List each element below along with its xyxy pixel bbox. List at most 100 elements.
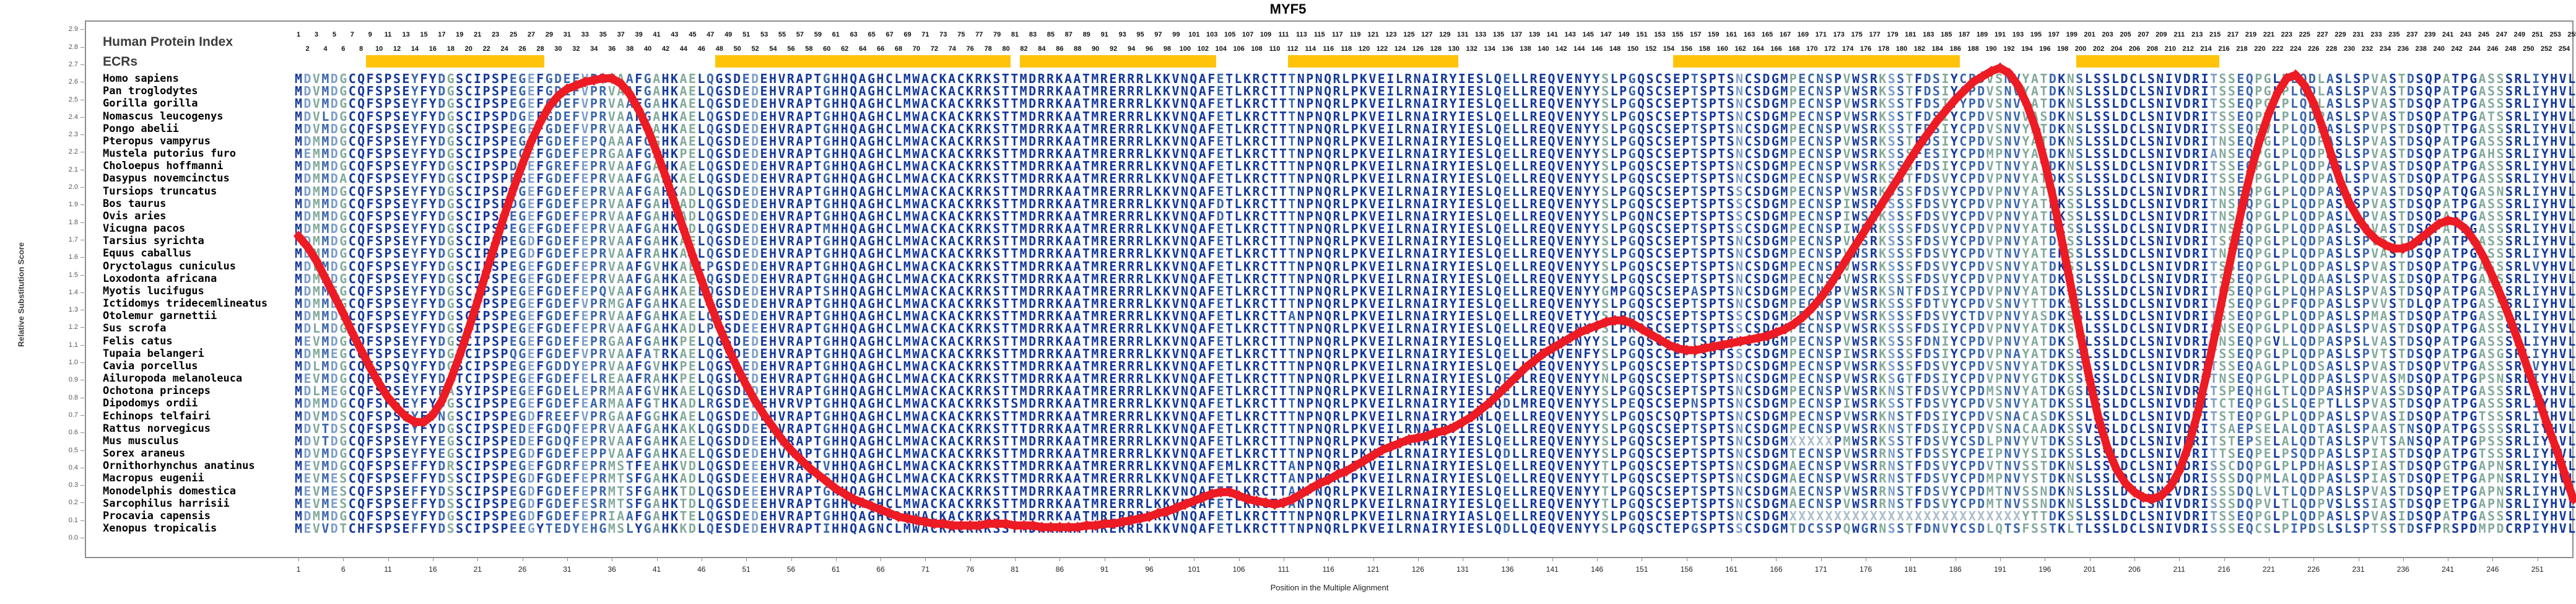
sequence-cell: I	[1386, 146, 1395, 161]
sequence-cell: D	[2120, 108, 2128, 124]
sequence-cell: A	[2380, 96, 2388, 112]
sequence-cell: E	[2237, 196, 2245, 211]
sequence-cell: S	[2040, 108, 2048, 124]
sequence-cell: R	[1127, 171, 1135, 186]
protein-index-number: 147	[1600, 31, 1612, 38]
sequence-cell: N	[1297, 246, 1305, 261]
sequence-cell: H	[2550, 121, 2558, 136]
sequence-cell: Q	[850, 208, 858, 224]
sequence-cell: I	[1431, 283, 1439, 299]
sequence-cell: I	[1458, 159, 1466, 174]
sequence-cell: M	[1019, 96, 1027, 112]
sequence-cell: T	[814, 196, 822, 211]
protein-index-number: 252	[2541, 45, 2552, 53]
sequence-cell: S	[1887, 196, 1895, 211]
sequence-cell: K	[965, 258, 973, 274]
sequence-cell: Q	[706, 108, 714, 124]
sequence-cell: E	[688, 258, 696, 274]
sequence-cell: P	[2317, 221, 2325, 236]
sequence-cell: T	[814, 258, 822, 274]
sequence-cell: D	[2120, 146, 2128, 161]
sequence-cell: G	[446, 208, 455, 224]
sequence-cell: A	[653, 221, 661, 236]
sequence-cell: G	[1771, 171, 1779, 186]
sequence-cell: E	[742, 183, 750, 199]
sequence-cell: C	[957, 208, 965, 224]
sequence-cell: L	[894, 234, 902, 249]
sequence-cell: M	[1019, 234, 1027, 249]
sequence-cell: G	[2469, 271, 2478, 286]
sequence-cell: P	[1968, 121, 1976, 136]
sequence-cell: K	[1243, 171, 1251, 186]
human-protein-index-label: Human Protein Index	[103, 35, 233, 49]
sequence-cell: D	[2406, 196, 2414, 211]
protein-index-number: 204	[2110, 45, 2123, 53]
sequence-cell: G	[822, 71, 830, 86]
sequence-cell: S	[1905, 208, 1913, 224]
protein-index-number: 159	[1708, 31, 1720, 38]
sequence-cell: G	[1771, 146, 1779, 161]
sequence-cell: P	[2460, 146, 2468, 161]
sequence-cell: M	[903, 121, 911, 136]
sequence-cell: P	[804, 183, 812, 199]
sequence-cell: T	[1270, 271, 1278, 286]
sequence-cell: D	[2406, 84, 2414, 99]
sequence-cell: T	[1001, 196, 1009, 211]
sequence-cell: E	[688, 234, 696, 249]
sequence-cell: C	[1744, 96, 1752, 112]
sequence-cell: N	[2156, 221, 2164, 236]
sequence-cell: L	[697, 171, 705, 186]
sequence-cell: R	[1037, 283, 1045, 299]
sequence-cell: L	[2568, 108, 2576, 124]
sequence-cell: I	[2165, 121, 2173, 136]
sequence-cell: V	[1556, 258, 1564, 274]
sequence-cell: T	[2398, 208, 2406, 224]
sequence-cell: E	[509, 271, 517, 286]
sequence-cell: K	[1162, 159, 1170, 174]
sequence-cell: P	[482, 296, 490, 312]
sequence-cell: Q	[1494, 171, 1502, 186]
sequence-cell: R	[1869, 246, 1878, 261]
sequence-cell: P	[590, 246, 598, 261]
sequence-cell: S	[2416, 84, 2424, 99]
sequence-cell: S	[1700, 108, 1708, 124]
sequence-cell: Q	[1190, 234, 1198, 249]
sequence-cell: G	[822, 208, 830, 224]
sequence-cell: L	[2084, 221, 2092, 236]
sequence-cell: C	[1744, 196, 1752, 211]
sequence-cell: A	[1064, 84, 1072, 99]
sequence-cell: E	[509, 171, 517, 186]
sequence-cell: S	[2335, 246, 2343, 261]
sequence-cell: Q	[2424, 183, 2432, 199]
sequence-cell: G	[446, 221, 455, 236]
sequence-cell: C	[885, 146, 893, 161]
sequence-cell: V	[1941, 196, 1949, 211]
sequence-cell: R	[1037, 271, 1045, 286]
sequence-cell: L	[1145, 208, 1153, 224]
sequence-cell: Y	[2541, 246, 2549, 261]
y-tick-mark	[80, 29, 84, 30]
sequence-cell: S	[2496, 133, 2504, 149]
sequence-cell: A	[948, 258, 956, 274]
sequence-cell: D	[2308, 246, 2316, 261]
sequence-cell: P	[2434, 183, 2442, 199]
sequence-cell: I	[1458, 271, 1466, 286]
sequence-cell: S	[2227, 171, 2235, 186]
sequence-cell: S	[393, 71, 401, 86]
sequence-cell: S	[2094, 234, 2102, 249]
sequence-cell: L	[1512, 221, 1520, 236]
sequence-cell: T	[1001, 133, 1009, 149]
sequence-cell: V	[1986, 271, 1994, 286]
sequence-cell: R	[1046, 258, 1055, 274]
sequence-cell: P	[482, 84, 490, 99]
sequence-cell: S	[2147, 146, 2155, 161]
sequence-cell: Y	[1950, 208, 1958, 224]
sequence-cell: S	[375, 196, 383, 211]
sequence-cell: T	[2209, 121, 2217, 136]
sequence-cell: N	[2219, 133, 2227, 149]
sequence-cell: W	[912, 171, 920, 186]
sequence-cell: R	[1046, 246, 1055, 261]
sequence-cell: E	[742, 159, 750, 174]
sequence-cell: G	[643, 171, 651, 186]
